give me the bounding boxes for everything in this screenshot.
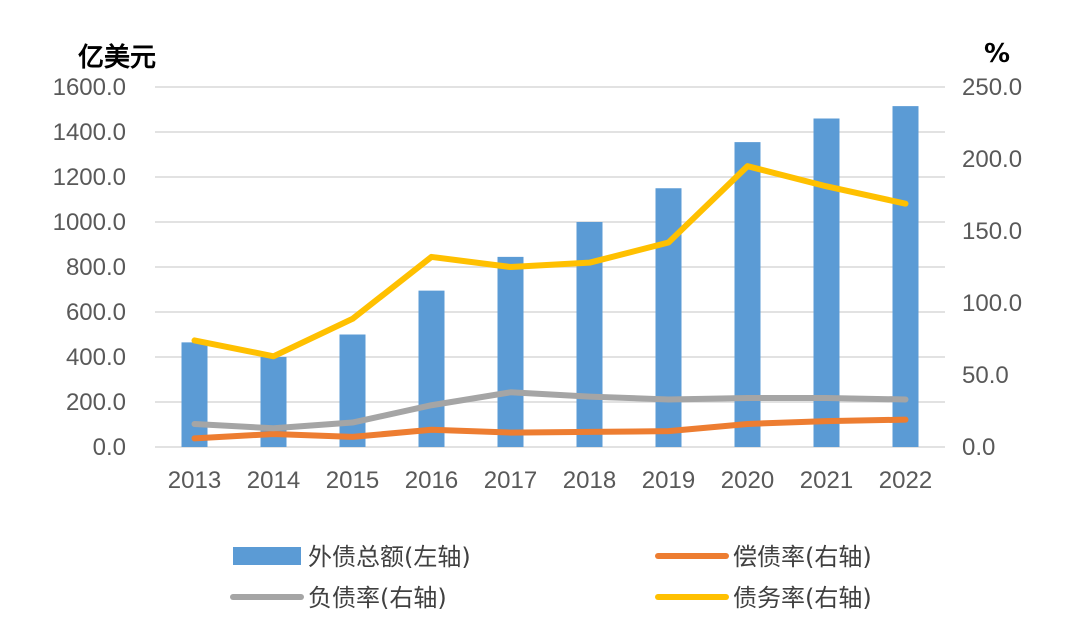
x-tick-label: 2015 bbox=[326, 467, 379, 494]
left-tick-label: 1000.0 bbox=[53, 209, 126, 236]
legend-label: 外债总额(左轴) bbox=[308, 543, 471, 571]
legend-label: 偿债率(右轴) bbox=[733, 543, 872, 571]
legend-label: 负债率(右轴) bbox=[308, 584, 447, 612]
right-axis-unit: % bbox=[984, 39, 1010, 69]
series-line bbox=[191, 416, 909, 442]
left-tick-label: 200.0 bbox=[66, 389, 126, 416]
left-tick-label: 1600.0 bbox=[53, 74, 126, 101]
bar bbox=[576, 222, 603, 447]
legend-swatch bbox=[233, 547, 301, 565]
right-tick-label: 200.0 bbox=[962, 146, 1022, 173]
right-tick-label: 0.0 bbox=[962, 434, 995, 461]
right-tick-label: 150.0 bbox=[962, 218, 1022, 245]
left-tick-label: 600.0 bbox=[66, 299, 126, 326]
x-tick-label: 2018 bbox=[563, 467, 616, 494]
legend: 外债总额(左轴) 偿债率(右轴) 负债率(右轴) 债务率(右轴) bbox=[230, 543, 872, 612]
axes: 0.0 200.0 400.0 600.0 800.0 1000.0 1200.0 1400.… bbox=[53, 74, 1022, 494]
left-axis-unit: 亿美元 bbox=[78, 42, 156, 73]
bar bbox=[181, 342, 208, 447]
x-tick-label: 2020 bbox=[721, 467, 774, 494]
bar bbox=[497, 256, 524, 447]
series-line bbox=[191, 163, 909, 360]
right-tick-label: 250.0 bbox=[962, 74, 1022, 101]
x-tick-label: 2013 bbox=[168, 467, 221, 494]
right-tick-label: 100.0 bbox=[962, 290, 1022, 317]
left-tick-label: 0.0 bbox=[93, 434, 126, 461]
legend-label: 债务率(右轴) bbox=[733, 584, 872, 612]
bar bbox=[339, 334, 366, 447]
left-tick-label: 1200.0 bbox=[53, 164, 126, 191]
left-tick-label: 800.0 bbox=[66, 254, 126, 281]
bar bbox=[734, 142, 761, 447]
left-tick-label: 400.0 bbox=[66, 344, 126, 371]
series-line bbox=[191, 389, 909, 432]
x-tick-label: 2019 bbox=[642, 467, 695, 494]
x-tick-label: 2016 bbox=[405, 467, 458, 494]
x-tick-label: 2022 bbox=[879, 467, 932, 494]
bar bbox=[418, 290, 445, 447]
right-tick-label: 50.0 bbox=[962, 362, 1009, 389]
line-series bbox=[191, 163, 909, 442]
x-tick-label: 2014 bbox=[247, 467, 300, 494]
bar bbox=[892, 106, 919, 447]
x-tick-label: 2017 bbox=[484, 467, 537, 494]
bar bbox=[655, 188, 682, 447]
x-tick-label: 2021 bbox=[800, 467, 853, 494]
bar bbox=[813, 118, 840, 447]
left-tick-label: 1400.0 bbox=[53, 119, 126, 146]
